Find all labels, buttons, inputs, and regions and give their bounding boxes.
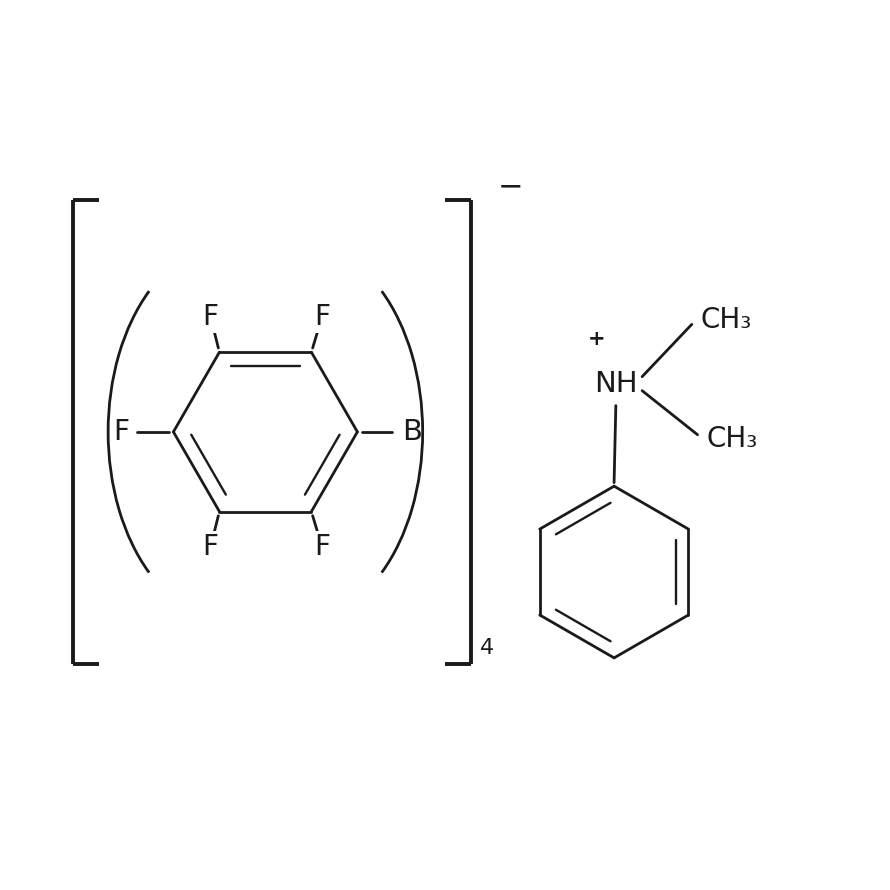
Text: F: F (314, 303, 330, 331)
Text: F: F (113, 418, 129, 446)
Text: CH₃: CH₃ (707, 425, 757, 453)
Text: NH: NH (594, 369, 637, 398)
Text: B: B (401, 418, 422, 446)
Text: +: + (587, 328, 605, 349)
Text: F: F (314, 532, 330, 561)
Text: −: − (498, 172, 523, 201)
Text: 4: 4 (480, 638, 494, 659)
Text: F: F (203, 303, 219, 331)
Text: F: F (203, 532, 219, 561)
Text: CH₃: CH₃ (700, 306, 752, 334)
